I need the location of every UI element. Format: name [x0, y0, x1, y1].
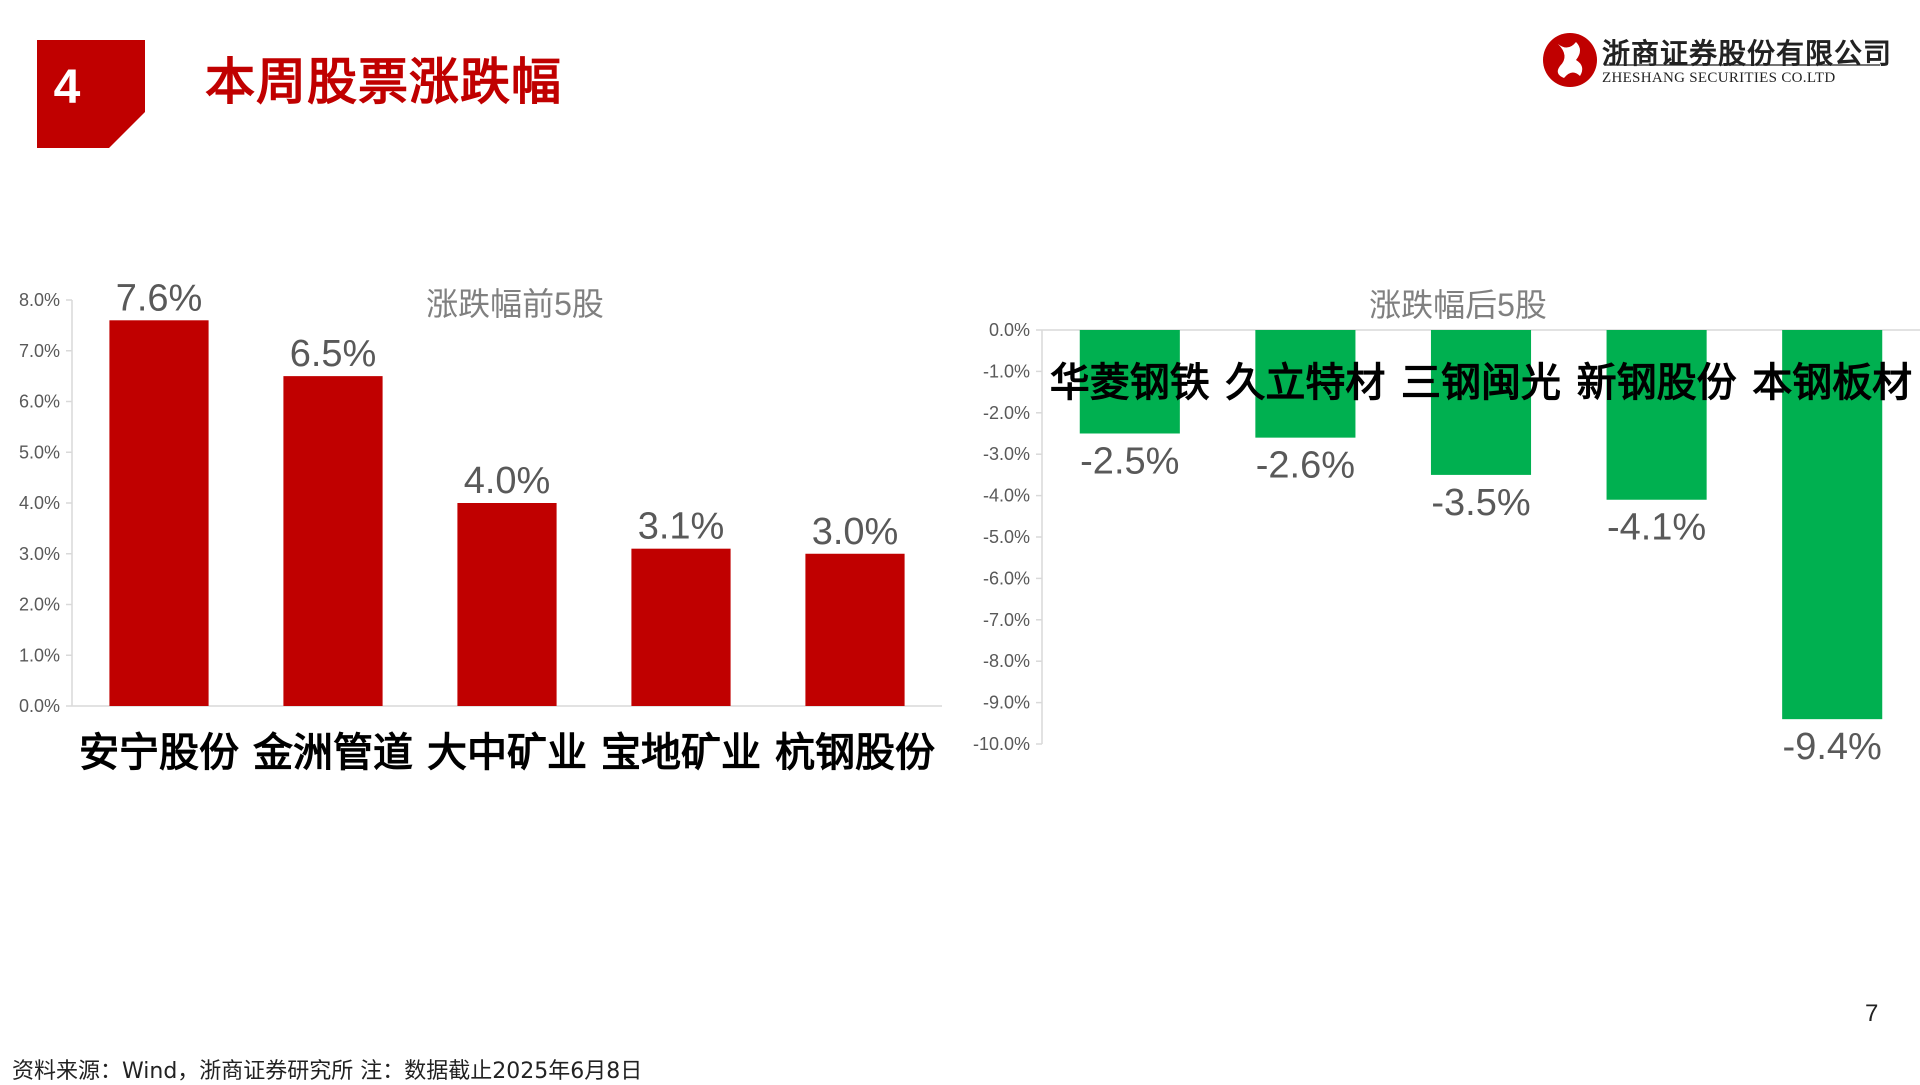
- company-logo: [1543, 33, 1880, 87]
- category-label: 杭钢股份: [775, 731, 935, 775]
- data-label: -2.6%: [1256, 445, 1355, 487]
- y-tick-label: 6.0%: [19, 392, 60, 412]
- category-label: 金洲管道: [252, 730, 413, 775]
- data-label: -3.5%: [1431, 482, 1530, 524]
- y-tick-label: -10.0%: [973, 734, 1030, 754]
- category-label: 大中矿业: [427, 731, 587, 775]
- bar: [109, 320, 209, 706]
- data-label: 7.6%: [116, 277, 203, 319]
- chart-title: 涨跌幅前5股: [426, 286, 604, 322]
- company-name-en: ZHESHANG SECURITIES CO.LTD: [1602, 70, 1836, 86]
- logo-mark-swirl: [1557, 42, 1583, 78]
- y-tick-label: -9.0%: [983, 693, 1030, 713]
- source-note: 资料来源：Wind，浙商证券研究所 注：数据截止2025年6月8日: [12, 1059, 643, 1084]
- y-tick-label: 5.0%: [19, 442, 60, 462]
- data-label: -4.1%: [1607, 507, 1706, 549]
- category-label: 三钢闽光: [1401, 361, 1561, 405]
- category-label: 本钢板材: [1752, 361, 1912, 405]
- data-label: -9.4%: [1783, 726, 1882, 768]
- data-label: 6.5%: [290, 333, 377, 375]
- bar: [457, 503, 557, 706]
- y-tick-label: 0.0%: [989, 320, 1030, 340]
- bar: [1079, 330, 1180, 434]
- page-title: 本周股票涨跌幅: [205, 53, 562, 111]
- y-tick-label: 2.0%: [19, 595, 60, 615]
- y-tick-label: -5.0%: [983, 527, 1030, 547]
- chart-top5-gainers: 涨跌幅前5股 0.0% 1.0% 2.0% 3.0% 4.0% 5.0% 6.0% 7.0% 8.…: [19, 277, 942, 775]
- category-label: 久立特材: [1225, 361, 1385, 405]
- y-tick-label: -4.0%: [983, 486, 1030, 506]
- y-tick-label: 4.0%: [19, 493, 60, 513]
- data-label: 4.0%: [464, 460, 551, 502]
- section-number-badge: 4: [37, 40, 145, 148]
- y-tick-label: -1.0%: [983, 361, 1030, 381]
- category-label: 新钢股份: [1577, 361, 1737, 405]
- bar: [283, 376, 383, 706]
- bar: [805, 553, 905, 706]
- y-tick-label: -7.0%: [983, 610, 1030, 630]
- category-label: 安宁股份: [79, 731, 239, 775]
- category-label: 宝地矿业: [601, 731, 761, 775]
- chart-title: 涨跌幅后5股: [1369, 287, 1547, 323]
- page-number: 7: [1865, 1000, 1879, 1027]
- bar: [1255, 330, 1356, 438]
- y-tick-label: 3.0%: [19, 544, 60, 564]
- category-label: 华菱钢铁: [1050, 361, 1210, 405]
- company-name: 浙商证券股份有限公司: [1602, 37, 1893, 70]
- y-tick-label: 0.0%: [19, 696, 60, 716]
- y-tick-label: -6.0%: [983, 568, 1030, 588]
- y-tick-label: -8.0%: [983, 651, 1030, 671]
- bar: [1782, 330, 1883, 720]
- y-tick-label: -3.0%: [983, 444, 1030, 464]
- bar: [631, 548, 731, 706]
- data-label: 3.1%: [638, 506, 725, 548]
- y-tick-label: 8.0%: [19, 290, 60, 310]
- chart-bottom5-losers: 涨跌幅后5股 0.0% -1.0% -2.0% -3.0% -4.0% -5.0% -6.0%…: [973, 287, 1920, 768]
- y-tick-label: 1.0%: [19, 645, 60, 665]
- data-label: -2.5%: [1080, 441, 1179, 483]
- bar: [1430, 330, 1532, 475]
- section-number: 4: [54, 61, 81, 114]
- y-tick-label: -2.0%: [983, 403, 1030, 423]
- y-tick-label: 7.0%: [19, 341, 60, 361]
- data-label: 3.0%: [812, 511, 899, 553]
- bar: [1606, 330, 1707, 500]
